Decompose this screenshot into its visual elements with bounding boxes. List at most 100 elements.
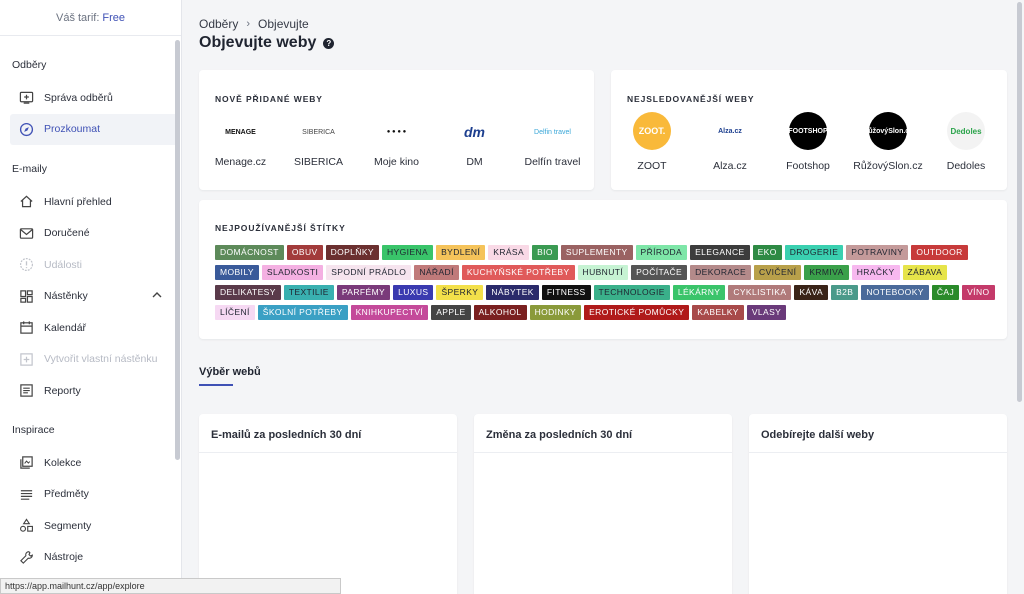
tag-apple[interactable]: APPLE [431,305,471,320]
tag-textilie[interactable]: TEXTILIE [283,285,334,300]
tag-krasa[interactable]: KRÁSA [488,245,530,260]
tab-site-selection[interactable]: Výběr webů [199,366,261,386]
tag-bio[interactable]: BIO [532,245,558,260]
tag-pocitace[interactable]: POČÍTAČE [631,265,688,280]
tag-hracky[interactable]: HRAČKY [851,265,900,280]
tag-hygiena[interactable]: HYGIENA [382,245,434,260]
emails-30-days-title: E-mailů za posledních 30 dní [211,429,362,441]
tag-kabelky[interactable]: KABELKY [692,305,744,320]
top-site-footshop[interactable]: FOOTSHOP Footshop [769,112,847,172]
sidebar-item-nastenky[interactable]: Nástěnky [0,281,170,312]
tag-nabytek[interactable]: NÁBYTEK [486,285,539,300]
tag-obuv[interactable]: OBUV [286,245,323,260]
tag-hodinky[interactable]: HODINKY [529,305,582,320]
tariff-plan[interactable]: Free [102,11,126,24]
new-site-menage-cz[interactable]: MENAGE Menage.cz [203,122,278,169]
sidebar-item-dorucene[interactable]: Doručené [0,218,170,249]
sidebar-item-label: Kalendář [44,321,87,334]
top-site-alza-cz[interactable]: Alza.cz Alza.cz [691,112,769,172]
tag-eroticke-pomucky[interactable]: EROTICKÉ POMŮCKY [584,305,690,320]
tag-liceni[interactable]: LÍČENÍ [215,305,255,320]
tag-naradi[interactable]: NÁŘADÍ [414,265,459,280]
site-logo: MENAGE [225,128,256,136]
help-icon[interactable]: ? [323,37,335,49]
tag-mobily[interactable]: MOBILY [215,265,259,280]
sidebar-item-udalosti[interactable]: Události [0,249,170,280]
tag-eko[interactable]: EKO [752,245,782,260]
site-logo: RůžovýSlon.cz [863,112,913,150]
sidebar-item-segmenty[interactable]: Segmenty [0,510,170,541]
sidebar-item-prozkoumat[interactable]: Prozkoumat [10,113,180,145]
tag-vino[interactable]: VÍNO [962,285,995,300]
tag-cviceni[interactable]: CVIČENÍ [754,265,802,280]
top-site-dedoles[interactable]: Dedoles Dedoles [927,112,1005,172]
tag-bydleni[interactable]: BYDLENÍ [436,245,486,260]
new-site-dm[interactable]: dm DM [437,122,512,168]
sidebar-scrollbar[interactable] [175,40,180,460]
tag-outdoor[interactable]: OUTDOOR [911,245,968,260]
top-site-ruzovyslon-cz[interactable]: RůžovýSlon.cz RůžovýSlon.cz [849,112,927,172]
add-square-icon [18,351,34,367]
tag-skolni-potreby[interactable]: ŠKOLNÍ POTŘEBY [257,305,348,320]
breadcrumb-parent[interactable]: Odběry [199,17,239,31]
new-site-moje-kino[interactable]: ● ● ● ● Moje kino [359,122,434,168]
site-name: SIBERICA [293,156,343,168]
tag-hubnuti[interactable]: HUBNUTÍ [577,265,629,280]
sidebar-item-kalendar[interactable]: Kalendář [0,312,170,343]
site-logo: FOOTSHOP [788,112,828,150]
main-content: Odběry › Objevujte Objevujte weby ? NOVĚ… [182,0,1016,594]
tag-delikatesy[interactable]: DELIKATESY [215,285,281,300]
tag-zabava[interactable]: ZÁBAVA [902,265,948,280]
mail-icon [18,225,34,241]
page-scrollbar[interactable] [1017,2,1022,402]
tag-alkohol[interactable]: ALKOHOL [473,305,527,320]
sidebar-item-sprava-odberu[interactable]: Správa odběrů [0,82,170,113]
tag-notebooky[interactable]: NOTEBOOKY [861,285,929,300]
tag-kuchynske-potreby[interactable]: KUCHYŇSKÉ POTŘEBY [461,265,575,280]
tag-priroda[interactable]: PŘÍRODA [635,245,688,260]
tag-luxus[interactable]: LUXUS [393,285,434,300]
section-title-odbery: Odběry [12,59,47,71]
tag-domacnost[interactable]: DOMÁCNOST [215,245,284,260]
tariff-info[interactable]: Váš tarif: Free [0,0,181,36]
tags-heading: NEJPOUŽÍVANĚJŠÍ ŠTÍTKY [215,223,346,233]
tag-drogerie[interactable]: DROGERIE [784,245,844,260]
divider [474,452,732,453]
top-site-zoot[interactable]: ZOOT. ZOOT [613,112,691,172]
sidebar-item-kolekce[interactable]: Kolekce [0,447,170,478]
tag-sperky[interactable]: ŠPERKY [436,285,484,300]
tag-vlasy[interactable]: VLASY [746,305,787,320]
tag-doplnky[interactable]: DOPLŇKY [325,245,379,260]
new-site-siberica[interactable]: SIBERICA SIBERICA [281,122,356,169]
tag-knihkupectvi[interactable]: KNIHKUPECTVÍ [350,305,429,320]
tag-lekarny[interactable]: LÉKÁRNY [672,285,726,300]
sidebar-item-vytvorit-vlastni-nastenku[interactable]: Vytvořit vlastní nástěnku [0,344,170,375]
tag-b2b[interactable]: B2B [831,285,859,300]
tag-caj[interactable]: ČAJ [931,285,960,300]
section-title-inspirace: Inspirace [12,424,55,436]
tag-kava[interactable]: KÁVA [794,285,829,300]
tag-spodni-pradlo[interactable]: SPODNÍ PRÁDLO [326,265,412,280]
sidebar-item-nastroje[interactable]: Nástroje [0,542,170,573]
tag-krmiva[interactable]: KRMIVA [804,265,849,280]
tag-technologie[interactable]: TECHNOLOGIE [593,285,670,300]
sidebar-item-hlavni-prehled[interactable]: Hlavní přehled [0,186,170,217]
site-logo: SIBERICA [302,128,335,136]
sidebar-item-reporty[interactable]: Reporty [0,375,170,406]
chevron-up-icon[interactable] [152,290,162,302]
new-site-delfin-travel[interactable]: Delfin travel Delfín travel [515,122,590,169]
subscribe-more-panel: Odebírejte další weby [749,414,1007,594]
tag-potraviny[interactable]: POTRAVINY [846,245,909,260]
segments-icon [18,518,34,534]
site-name: Moje kino [374,156,419,168]
tag-suplementy[interactable]: SUPLEMENTY [560,245,633,260]
tag-fitness[interactable]: FITNESS [541,285,591,300]
sidebar-item-predmety[interactable]: Předměty [0,479,170,510]
tag-cyklistika[interactable]: CYKLISTIKA [728,285,792,300]
tag-parfemy[interactable]: PARFÉMY [336,285,391,300]
add-box-icon [18,90,34,106]
tag-dekorace[interactable]: DEKORACE [690,265,752,280]
tag-elegance[interactable]: ELEGANCE [690,245,750,260]
tag-sladkosti[interactable]: SLADKOSTI [261,265,324,280]
sidebar-item-label: Prozkoumat [44,123,101,135]
